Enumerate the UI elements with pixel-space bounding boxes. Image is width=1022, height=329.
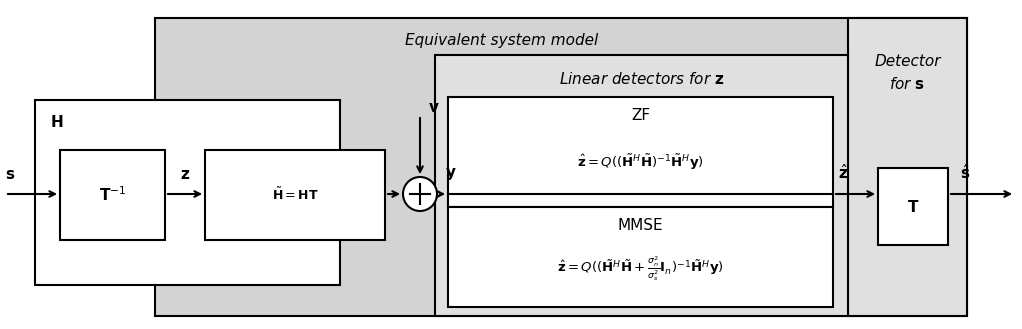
Text: MMSE: MMSE	[617, 217, 663, 233]
Bar	[878, 168, 948, 245]
Bar	[205, 150, 385, 240]
Circle shape	[403, 177, 437, 211]
Bar	[35, 100, 340, 285]
Text: $\mathbf{H}$: $\mathbf{H}$	[50, 114, 63, 130]
Text: $\mathbf{s}$: $\mathbf{s}$	[5, 167, 15, 182]
Text: Detector
for $\mathbf{s}$: Detector for $\mathbf{s}$	[874, 54, 940, 92]
Bar	[448, 207, 833, 307]
Text: $\mathbf{T}^{-1}$: $\mathbf{T}^{-1}$	[99, 186, 126, 204]
Bar	[435, 55, 848, 316]
Text: $\hat{\mathbf{s}}$: $\hat{\mathbf{s}}$	[960, 163, 970, 182]
Text: $\hat{\mathbf{z}} = Q((\tilde{\mathbf{H}}^H\tilde{\mathbf{H}})^{-1}\tilde{\mathb: $\hat{\mathbf{z}} = Q((\tilde{\mathbf{H}…	[577, 152, 704, 172]
Bar	[848, 18, 967, 316]
Text: Equivalent system model: Equivalent system model	[405, 33, 598, 47]
Bar	[60, 150, 165, 240]
Bar	[448, 97, 833, 207]
Text: $\mathbf{y}$: $\mathbf{y}$	[445, 166, 457, 182]
Text: $\mathbf{z}$: $\mathbf{z}$	[180, 167, 190, 182]
Text: $\mathbf{T}$: $\mathbf{T}$	[907, 198, 919, 215]
Text: ZF: ZF	[631, 108, 650, 122]
Text: $\mathbf{v}$: $\mathbf{v}$	[428, 100, 439, 115]
Text: $\hat{\mathbf{z}}$: $\hat{\mathbf{z}}$	[838, 163, 848, 182]
Text: $\tilde{\mathbf{H}} = \mathbf{HT}$: $\tilde{\mathbf{H}} = \mathbf{HT}$	[272, 187, 319, 203]
Text: $\hat{\mathbf{z}} = Q((\tilde{\mathbf{H}}^H\tilde{\mathbf{H}} + \frac{\sigma_n^2: $\hat{\mathbf{z}} = Q((\tilde{\mathbf{H}…	[557, 255, 724, 283]
Bar	[155, 18, 967, 316]
Text: Linear detectors for $\mathbf{z}$: Linear detectors for $\mathbf{z}$	[559, 71, 725, 87]
